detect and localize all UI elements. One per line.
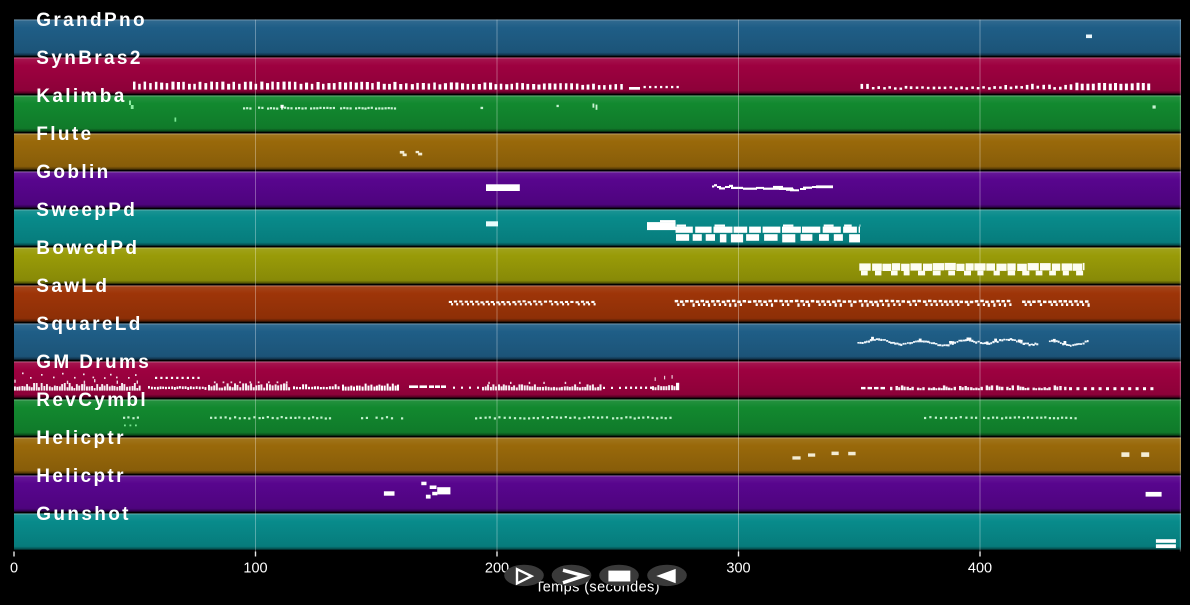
svg-text:SweepPd: SweepPd (36, 200, 137, 221)
svg-text:Kalimba: Kalimba (36, 86, 126, 107)
svg-text:300: 300 (726, 560, 750, 576)
svg-text:0: 0 (10, 560, 18, 576)
svg-text:Gunshot: Gunshot (36, 504, 131, 525)
svg-text:200: 200 (485, 560, 509, 576)
svg-text:Helicptr: Helicptr (36, 466, 126, 487)
svg-text:GrandPno: GrandPno (36, 10, 147, 31)
svg-text:BowedPd: BowedPd (36, 238, 139, 259)
svg-text:Flute: Flute (36, 124, 93, 145)
svg-text:RevCymbl: RevCymbl (36, 390, 148, 411)
svg-text:400: 400 (968, 560, 992, 576)
svg-text:Goblin: Goblin (36, 162, 110, 183)
svg-text:100: 100 (243, 560, 267, 576)
svg-text:SquareLd: SquareLd (36, 314, 142, 335)
svg-text:GM Drums: GM Drums (36, 352, 151, 373)
svg-text:Helicptr: Helicptr (36, 428, 126, 449)
svg-text:SynBras2: SynBras2 (36, 48, 142, 69)
svg-text:Temps (secondes): Temps (secondes) (535, 580, 660, 596)
svg-text:SawLd: SawLd (36, 276, 109, 297)
